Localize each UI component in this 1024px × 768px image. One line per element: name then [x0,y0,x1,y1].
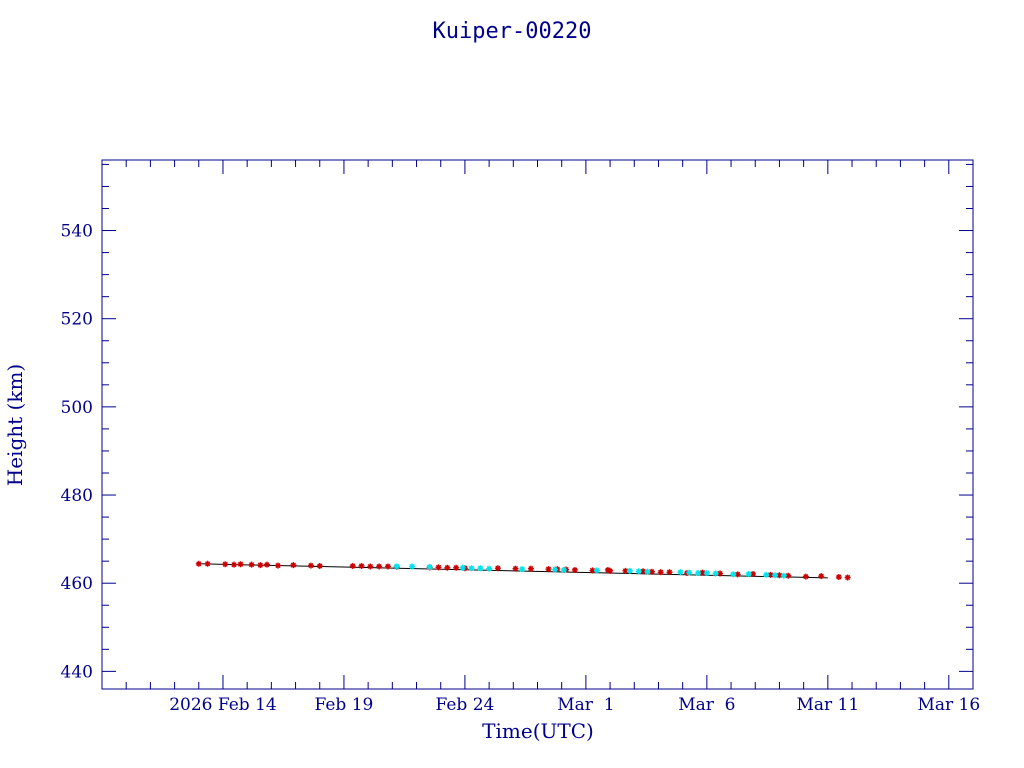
x-axis-label: Time(UTC) [482,719,594,743]
x-tick-label: Mar 6 [678,695,735,715]
axis-ticks [101,160,974,689]
y-tick-labels: 440 460 480 500 520 540 [61,222,93,683]
data-point-cyan [763,571,770,578]
plot-frame [101,159,974,690]
data-point-red [767,571,774,578]
data-point-red [734,571,741,578]
data-point-cyan [635,568,642,575]
data-point-red [257,562,264,569]
data-point-red [835,574,842,581]
data-point-red [802,573,809,580]
data-point-cyan [477,565,484,572]
data-point-cyan [560,566,567,573]
x-tick-label: 2026 Feb 14 [169,695,277,715]
data-point-red [358,563,365,570]
y-tick-label: 500 [61,398,93,418]
data-point-cyan [772,572,779,579]
data-point-cyan [695,570,702,577]
x-tick-label: Feb 24 [435,695,494,715]
data-point-red [307,562,314,569]
data-point-red [750,570,757,577]
data-point-cyan [730,571,737,578]
data-point-red [349,563,356,570]
data-point-cyan [745,570,752,577]
data-point-cyan [486,565,493,572]
data-point-red [527,565,534,572]
data-point-cyan [552,566,559,573]
trend-line-group [198,563,828,579]
data-point-red [818,573,825,580]
data-point-red [263,561,270,568]
data-point-red [589,567,596,574]
data-point-red [776,572,783,579]
y-tick-label: 540 [61,222,93,242]
data-point-red [844,574,851,581]
data-point-red [604,566,611,573]
data-point-red [699,569,706,576]
data-point-cyan [626,567,633,574]
x-tick-label: Feb 19 [315,695,374,715]
y-tick-label: 460 [61,574,93,594]
x-tick-labels: 2026 Feb 14 Feb 19 Feb 24 Mar 1 Mar 6 Mar 11 M… [169,695,980,715]
data-point-cyan [780,572,787,579]
x-tick-label: Mar 16 [917,695,980,715]
data-point-red [494,565,501,572]
data-point-red [230,561,237,568]
data-point-red [376,563,383,570]
data-point-cyan [712,570,719,577]
data-points [195,560,851,581]
data-point-cyan [519,566,526,573]
data-point-red [622,567,629,574]
data-point-red [512,565,519,572]
data-point-red [367,563,374,570]
data-point-red [237,561,244,568]
data-point-red [785,572,792,579]
trend-line [198,563,828,579]
data-point-red [657,569,664,576]
data-point-red [274,562,281,569]
x-tick-label: Mar 1 [557,695,614,715]
data-point-cyan [393,563,400,570]
x-tick-label: Mar 11 [796,695,859,715]
y-tick-label: 440 [61,662,93,682]
y-tick-label: 520 [61,310,93,330]
data-point-red [648,568,655,575]
data-point-red [545,566,552,573]
data-point-red [248,561,255,568]
data-point-cyan [426,563,433,570]
plot-border [101,159,974,690]
data-point-red [316,563,323,570]
data-point-red [444,564,451,571]
data-point-cyan [468,565,475,572]
data-point-cyan [644,568,651,575]
data-point-cyan [703,570,710,577]
data-point-red [290,562,297,569]
data-point-red [435,564,442,571]
data-point-red [384,563,391,570]
data-point-red [717,570,724,577]
data-point-red [204,560,211,567]
data-point-red [195,560,202,567]
data-point-cyan [593,567,600,574]
data-point-cyan [677,569,684,576]
chart-title: Kuiper-00220 [433,19,592,44]
data-point-red [571,566,578,573]
data-point-cyan [686,569,693,576]
data-point-red [666,569,673,576]
data-point-red [453,564,460,571]
data-point-cyan [409,563,416,570]
data-point-red [607,567,614,574]
data-point-red [222,561,229,568]
y-tick-label: 480 [61,486,93,506]
data-point-red [640,568,647,575]
data-point-cyan [459,564,466,571]
y-axis-label: Height (km) [3,364,27,486]
